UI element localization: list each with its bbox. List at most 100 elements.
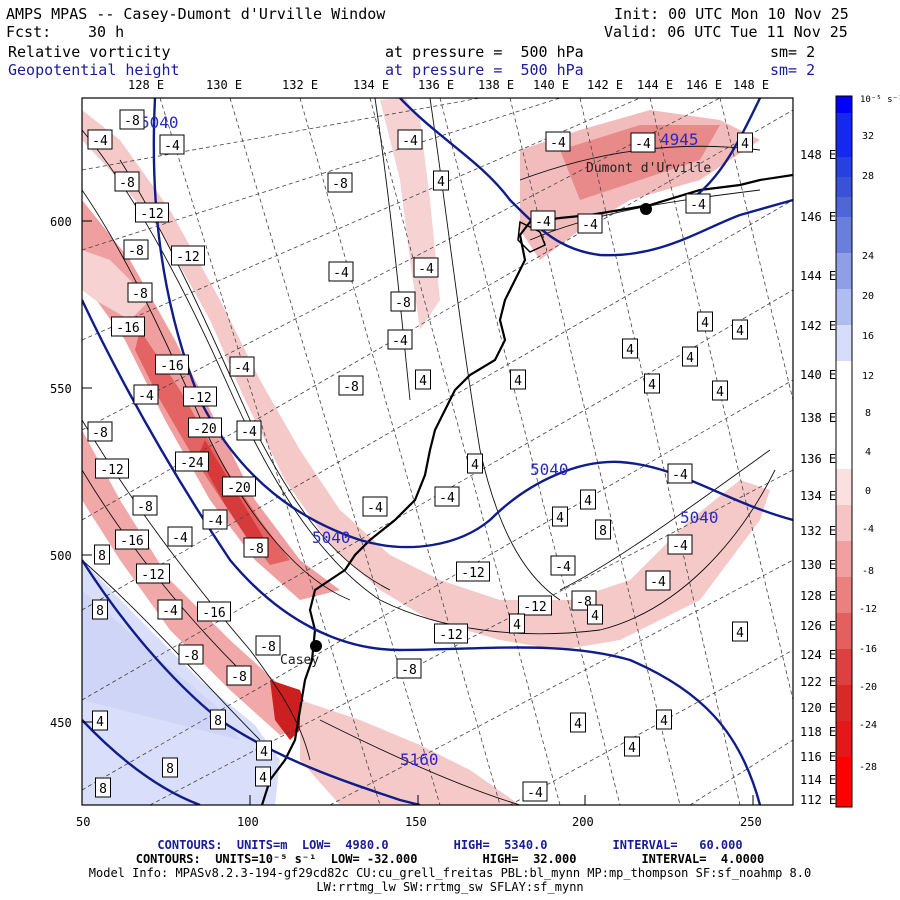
vorticity-label: -4	[392, 334, 408, 349]
vorticity-label-box	[624, 736, 640, 757]
vorticity-label: -4	[207, 514, 223, 529]
vorticity-label-box	[136, 563, 170, 584]
left-axis-label: 600	[50, 215, 72, 229]
vorticity-label: -8	[231, 670, 247, 685]
vorticity-label-box	[327, 172, 353, 193]
bottom-axis-label: 100	[237, 815, 259, 829]
colorbar-tick-label: -20	[859, 682, 877, 693]
colorbar-tick-label: 0	[865, 486, 871, 497]
height-label: 5040	[312, 528, 351, 547]
vorticity-label: -24	[180, 456, 204, 471]
vorticity-label-box	[570, 712, 586, 733]
colorbar-tick-label: 24	[862, 251, 874, 262]
vorticity-label: 4	[736, 324, 744, 339]
right-lon-label: 116 E	[800, 750, 837, 764]
right-lon-label: 122 E	[800, 675, 837, 689]
vorticity-label-box	[587, 604, 603, 625]
height-label: 5040	[140, 113, 179, 132]
vorticity-label: -12	[523, 600, 546, 615]
right-lon-label: 120 E	[800, 701, 837, 715]
footer-model-info: Model Info: MPASv8.2.3-194-gf29cd82c CU:…	[88, 866, 812, 880]
casey-station-marker	[310, 640, 322, 652]
vorticity-label: 4	[591, 609, 599, 624]
vorticity-label-box	[396, 658, 422, 679]
vorticity-label-box	[114, 171, 140, 192]
vorticity-label: -4	[92, 134, 108, 149]
vorticity-label: 8	[599, 524, 607, 539]
vorticity-label: -4	[672, 539, 688, 554]
vorticity-label-box	[732, 621, 748, 642]
vorticity-label-box	[197, 601, 231, 622]
colorbar-tick-label: 28	[862, 171, 874, 182]
colorbar-tick-label: 8	[865, 408, 871, 419]
colorbar-tick-label: -24	[859, 720, 877, 731]
vorticity-label: -4	[418, 262, 434, 277]
vorticity-label-box	[133, 384, 159, 405]
colorbar-labels: 32 28 24 20 16 12 8 4 0 -4 -8 -12 -16 -20 -24 -28	[859, 131, 877, 773]
vorticity-label: -4	[367, 501, 383, 516]
vorticity-label-box	[545, 131, 571, 152]
colorbar-tick-label: -8	[862, 566, 874, 577]
vorticity-label: -4	[333, 266, 349, 281]
vorticity-label: 4	[628, 741, 636, 756]
right-lon-label: 114 E	[800, 773, 837, 787]
vorticity-label: 4	[584, 494, 592, 509]
vorticity-label-box	[222, 476, 256, 497]
vorticity-label: 4	[648, 378, 656, 393]
left-axis-label: 550	[50, 382, 72, 396]
vorticity-label-box	[175, 451, 209, 472]
vorticity-label-box	[667, 534, 693, 555]
vorticity-label-box	[255, 766, 271, 787]
right-lon-label: 124 E	[800, 648, 837, 662]
vorticity-label: -8	[395, 296, 411, 311]
bottom-axis-label: 250	[740, 815, 762, 829]
vorticity-label: -16	[120, 534, 143, 549]
colorbar-tick-label: -16	[859, 644, 877, 655]
right-lon-label: 148 E	[800, 148, 837, 162]
vorticity-label-box	[162, 757, 178, 778]
vorticity-label-box	[630, 132, 656, 153]
vorticity-label: -8	[401, 663, 417, 678]
vorticity-label: -4	[172, 531, 188, 546]
vorticity-label-box	[95, 458, 129, 479]
vorticity-label: -16	[160, 359, 183, 374]
vorticity-label: -12	[176, 250, 199, 265]
vorticity-label-box	[552, 506, 568, 527]
vorticity-label: -12	[141, 568, 164, 583]
vorticity-label-box	[188, 417, 222, 438]
vorticity-label-box	[622, 338, 638, 359]
colorbar-tick-label: 12	[862, 371, 874, 382]
right-lon-label: 118 E	[800, 725, 837, 739]
vorticity-label-box	[509, 613, 525, 634]
forecast-hour: 30 h	[88, 23, 125, 41]
vorticity-label: 4	[701, 316, 709, 331]
vorticity-label-box	[115, 529, 149, 550]
vorticity-label-box	[127, 282, 153, 303]
vorticity-label: -8	[137, 500, 153, 515]
right-lon-label: 140 E	[800, 368, 837, 382]
forecast-label: Fcst:	[6, 23, 52, 41]
vorticity-label-box	[95, 777, 111, 798]
vorticity-label: -12	[140, 207, 163, 222]
vorticity-label-box	[119, 109, 145, 130]
top-lon-label: 128 E	[128, 78, 165, 92]
vorticity-label-box	[518, 595, 552, 616]
vorticity-label-box	[167, 526, 193, 547]
vorticity-label-box	[530, 210, 556, 231]
colorbar-tick-label: 20	[862, 291, 874, 302]
top-lon-label: 142 E	[587, 78, 624, 92]
vorticity-label-box	[737, 132, 753, 153]
vorticity-label-box	[390, 291, 416, 312]
right-lon-label: 132 E	[800, 524, 837, 538]
vorticity-label-box	[685, 193, 711, 214]
top-lon-label: 132 E	[282, 78, 319, 92]
right-lon-label: 130 E	[800, 558, 837, 572]
vorticity-label: -16	[202, 606, 225, 621]
map-frame	[81, 97, 794, 806]
vorticity-band-southwest	[82, 430, 300, 735]
pressure-level-2: at pressure = 500 hPa	[385, 61, 584, 79]
map-title: AMPS MPAS -- Casey-Dumont d'Urville Wind…	[6, 5, 386, 23]
vorticity-label-box	[157, 599, 183, 620]
colorbar-unit: 10⁻⁵ s⁻¹	[860, 95, 900, 105]
